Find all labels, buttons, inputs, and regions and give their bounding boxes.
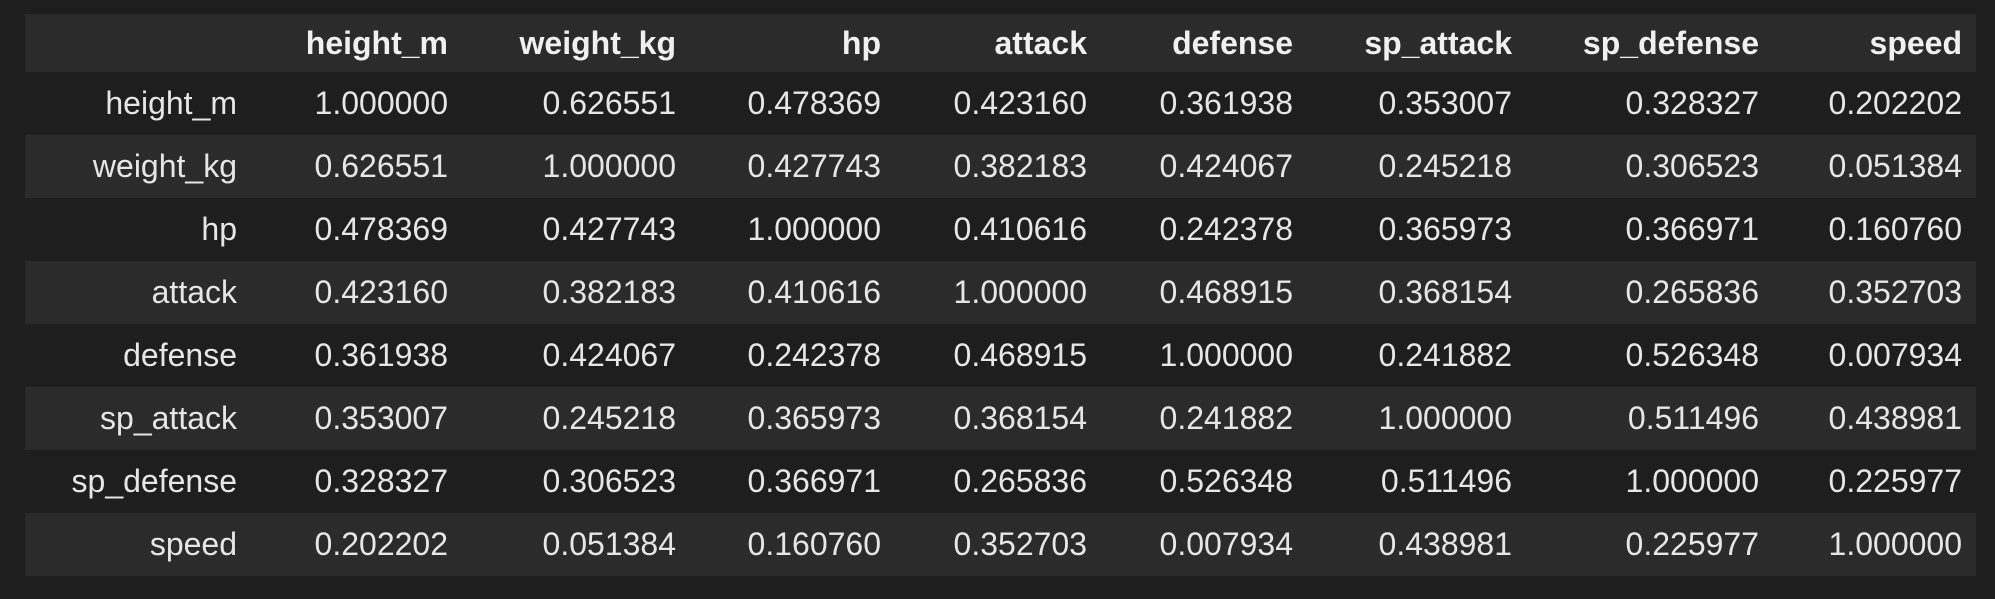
table-cell: 0.410616	[895, 198, 1101, 261]
table-cell: 0.361938	[1101, 72, 1307, 135]
table-cell: 0.361938	[251, 324, 462, 387]
table-cell: 0.160760	[690, 513, 895, 576]
table-cell: 1.000000	[1101, 324, 1307, 387]
table-cell: 0.225977	[1526, 513, 1773, 576]
column-header: height_m	[251, 14, 462, 72]
table-cell: 0.438981	[1307, 513, 1526, 576]
table-cell: 0.410616	[690, 261, 895, 324]
table-cell: 0.353007	[1307, 72, 1526, 135]
table-cell: 0.366971	[1526, 198, 1773, 261]
table-cell: 0.423160	[895, 72, 1101, 135]
table-cell: 0.353007	[251, 387, 462, 450]
row-label: attack	[25, 261, 251, 324]
table-cell: 0.382183	[895, 135, 1101, 198]
table-cell: 0.160760	[1773, 198, 1976, 261]
column-header: weight_kg	[462, 14, 690, 72]
row-label: height_m	[25, 72, 251, 135]
table-cell: 0.051384	[1773, 135, 1976, 198]
table-cell: 0.051384	[462, 513, 690, 576]
table-cell: 1.000000	[1307, 387, 1526, 450]
row-label: weight_kg	[25, 135, 251, 198]
table-cell: 0.366971	[690, 450, 895, 513]
table-cell: 0.468915	[895, 324, 1101, 387]
table-cell: 0.526348	[1526, 324, 1773, 387]
table-row: hp 0.478369 0.427743 1.000000 0.410616 0…	[25, 198, 1976, 261]
table-cell: 0.241882	[1101, 387, 1307, 450]
table-cell: 0.202202	[251, 513, 462, 576]
table-cell: 0.424067	[1101, 135, 1307, 198]
column-header: attack	[895, 14, 1101, 72]
table-cell: 0.427743	[462, 198, 690, 261]
table-cell: 0.424067	[462, 324, 690, 387]
table-cell: 0.245218	[462, 387, 690, 450]
table-body: height_m 1.000000 0.626551 0.478369 0.42…	[25, 72, 1976, 576]
table-cell: 1.000000	[251, 72, 462, 135]
table-cell: 1.000000	[462, 135, 690, 198]
table-row: sp_attack 0.353007 0.245218 0.365973 0.3…	[25, 387, 1976, 450]
row-label: speed	[25, 513, 251, 576]
table-cell: 0.365973	[690, 387, 895, 450]
table-cell: 1.000000	[690, 198, 895, 261]
table-cell: 0.368154	[1307, 261, 1526, 324]
table-cell: 0.265836	[895, 450, 1101, 513]
column-header: speed	[1773, 14, 1976, 72]
table-row: defense 0.361938 0.424067 0.242378 0.468…	[25, 324, 1976, 387]
table-cell: 0.438981	[1773, 387, 1976, 450]
table-cell: 0.306523	[1526, 135, 1773, 198]
table-cell: 1.000000	[1773, 513, 1976, 576]
table-cell: 0.225977	[1773, 450, 1976, 513]
table-cell: 0.511496	[1307, 450, 1526, 513]
table-cell: 0.352703	[1773, 261, 1976, 324]
row-label: hp	[25, 198, 251, 261]
table-cell: 0.365973	[1307, 198, 1526, 261]
table-cell: 0.245218	[1307, 135, 1526, 198]
row-label: sp_defense	[25, 450, 251, 513]
table-cell: 0.478369	[690, 72, 895, 135]
table-row: sp_defense 0.328327 0.306523 0.366971 0.…	[25, 450, 1976, 513]
table-cell: 0.241882	[1307, 324, 1526, 387]
table-cell: 0.511496	[1526, 387, 1773, 450]
table-cell: 0.242378	[690, 324, 895, 387]
table-cell: 0.007934	[1101, 513, 1307, 576]
column-header: hp	[690, 14, 895, 72]
row-label: defense	[25, 324, 251, 387]
table-row: weight_kg 0.626551 1.000000 0.427743 0.3…	[25, 135, 1976, 198]
table-cell: 0.265836	[1526, 261, 1773, 324]
column-header: defense	[1101, 14, 1307, 72]
table-header: height_m weight_kg hp attack defense sp_…	[25, 14, 1976, 72]
table-cell: 0.328327	[251, 450, 462, 513]
column-header: sp_attack	[1307, 14, 1526, 72]
table-cell: 0.478369	[251, 198, 462, 261]
table-cell: 0.007934	[1773, 324, 1976, 387]
table-cell: 0.526348	[1101, 450, 1307, 513]
index-header	[25, 14, 251, 72]
table-cell: 0.382183	[462, 261, 690, 324]
table-cell: 1.000000	[1526, 450, 1773, 513]
column-header: sp_defense	[1526, 14, 1773, 72]
table-row: attack 0.423160 0.382183 0.410616 1.0000…	[25, 261, 1976, 324]
table-cell: 0.427743	[690, 135, 895, 198]
table-cell: 0.352703	[895, 513, 1101, 576]
table-cell: 0.626551	[251, 135, 462, 198]
table-row: speed 0.202202 0.051384 0.160760 0.35270…	[25, 513, 1976, 576]
table-cell: 0.328327	[1526, 72, 1773, 135]
table-cell: 0.423160	[251, 261, 462, 324]
correlation-dataframe: height_m weight_kg hp attack defense sp_…	[25, 14, 1976, 576]
table-cell: 0.368154	[895, 387, 1101, 450]
table-cell: 1.000000	[895, 261, 1101, 324]
table-cell: 0.468915	[1101, 261, 1307, 324]
table-row: height_m 1.000000 0.626551 0.478369 0.42…	[25, 72, 1976, 135]
header-row: height_m weight_kg hp attack defense sp_…	[25, 14, 1976, 72]
table-cell: 0.202202	[1773, 72, 1976, 135]
table-cell: 0.626551	[462, 72, 690, 135]
table-cell: 0.242378	[1101, 198, 1307, 261]
row-label: sp_attack	[25, 387, 251, 450]
table-cell: 0.306523	[462, 450, 690, 513]
